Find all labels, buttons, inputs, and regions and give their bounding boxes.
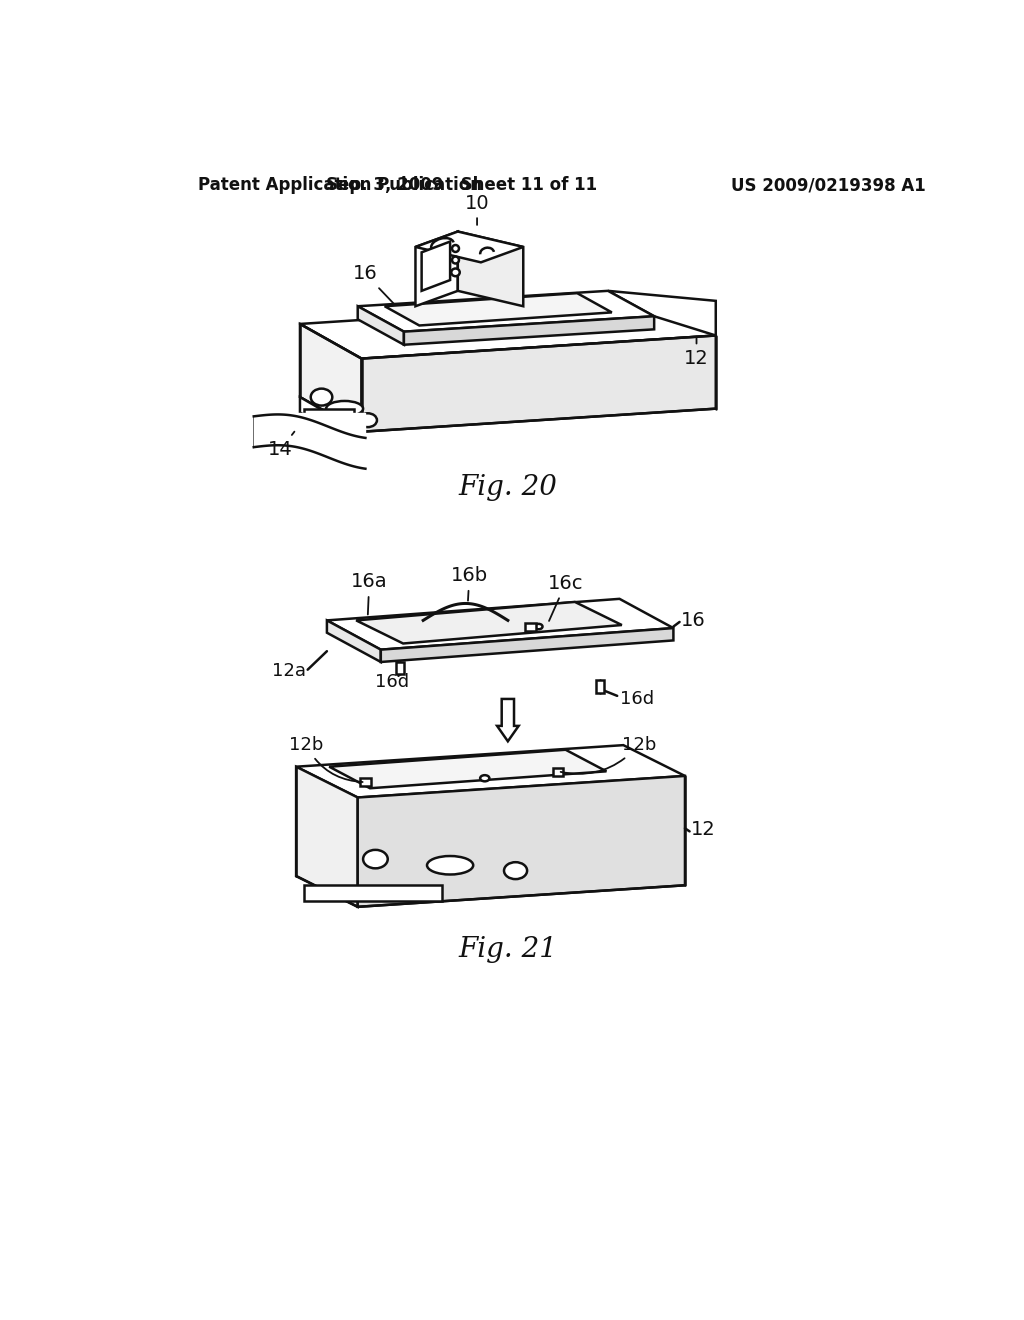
Bar — [360, 779, 371, 785]
Ellipse shape — [310, 388, 333, 405]
Polygon shape — [596, 681, 604, 693]
Ellipse shape — [358, 413, 377, 428]
Text: Fig. 21: Fig. 21 — [459, 936, 557, 964]
Text: 16a: 16a — [351, 573, 387, 615]
Text: Fig. 20: Fig. 20 — [459, 474, 557, 502]
FancyArrow shape — [497, 700, 518, 742]
Text: US 2009/0219398 A1: US 2009/0219398 A1 — [731, 177, 926, 194]
Polygon shape — [327, 599, 674, 649]
Text: 14: 14 — [268, 432, 295, 459]
Polygon shape — [357, 776, 685, 907]
Polygon shape — [300, 397, 360, 447]
Ellipse shape — [535, 624, 543, 630]
Ellipse shape — [427, 857, 473, 875]
Ellipse shape — [364, 850, 388, 869]
Polygon shape — [403, 317, 654, 345]
Text: 12a: 12a — [272, 663, 306, 680]
Bar — [553, 768, 563, 776]
Bar — [524, 623, 536, 631]
Polygon shape — [381, 628, 674, 663]
Text: 10: 10 — [465, 194, 489, 224]
Text: 16d: 16d — [376, 673, 410, 690]
Polygon shape — [458, 231, 523, 306]
Polygon shape — [300, 323, 361, 432]
Polygon shape — [357, 306, 403, 345]
Bar — [304, 409, 354, 420]
Polygon shape — [608, 290, 716, 335]
Text: 16: 16 — [681, 611, 706, 630]
Ellipse shape — [326, 401, 364, 416]
Polygon shape — [330, 750, 606, 788]
Ellipse shape — [452, 256, 459, 264]
Polygon shape — [327, 620, 381, 663]
Text: 16: 16 — [353, 264, 394, 304]
Polygon shape — [357, 290, 654, 331]
Text: 16b: 16b — [451, 566, 487, 601]
Polygon shape — [416, 231, 523, 263]
Polygon shape — [396, 663, 403, 675]
Polygon shape — [300, 301, 716, 359]
Ellipse shape — [480, 775, 489, 781]
Text: Sep. 3, 2009   Sheet 11 of 11: Sep. 3, 2009 Sheet 11 of 11 — [326, 177, 597, 194]
Text: 12: 12 — [691, 820, 716, 840]
Polygon shape — [422, 242, 451, 290]
Text: 16c: 16c — [548, 574, 584, 620]
Ellipse shape — [452, 268, 460, 276]
Ellipse shape — [452, 246, 459, 252]
Text: 12b: 12b — [289, 735, 362, 781]
Text: 12: 12 — [684, 337, 709, 368]
Text: Patent Application Publication: Patent Application Publication — [198, 177, 481, 194]
Polygon shape — [361, 335, 716, 432]
Polygon shape — [356, 602, 622, 644]
Polygon shape — [296, 767, 357, 907]
Polygon shape — [296, 744, 685, 797]
Text: 16d: 16d — [620, 690, 653, 708]
Text: 12b: 12b — [560, 735, 656, 774]
FancyBboxPatch shape — [304, 884, 442, 902]
Polygon shape — [385, 293, 611, 326]
Polygon shape — [416, 231, 458, 306]
Ellipse shape — [504, 862, 527, 879]
